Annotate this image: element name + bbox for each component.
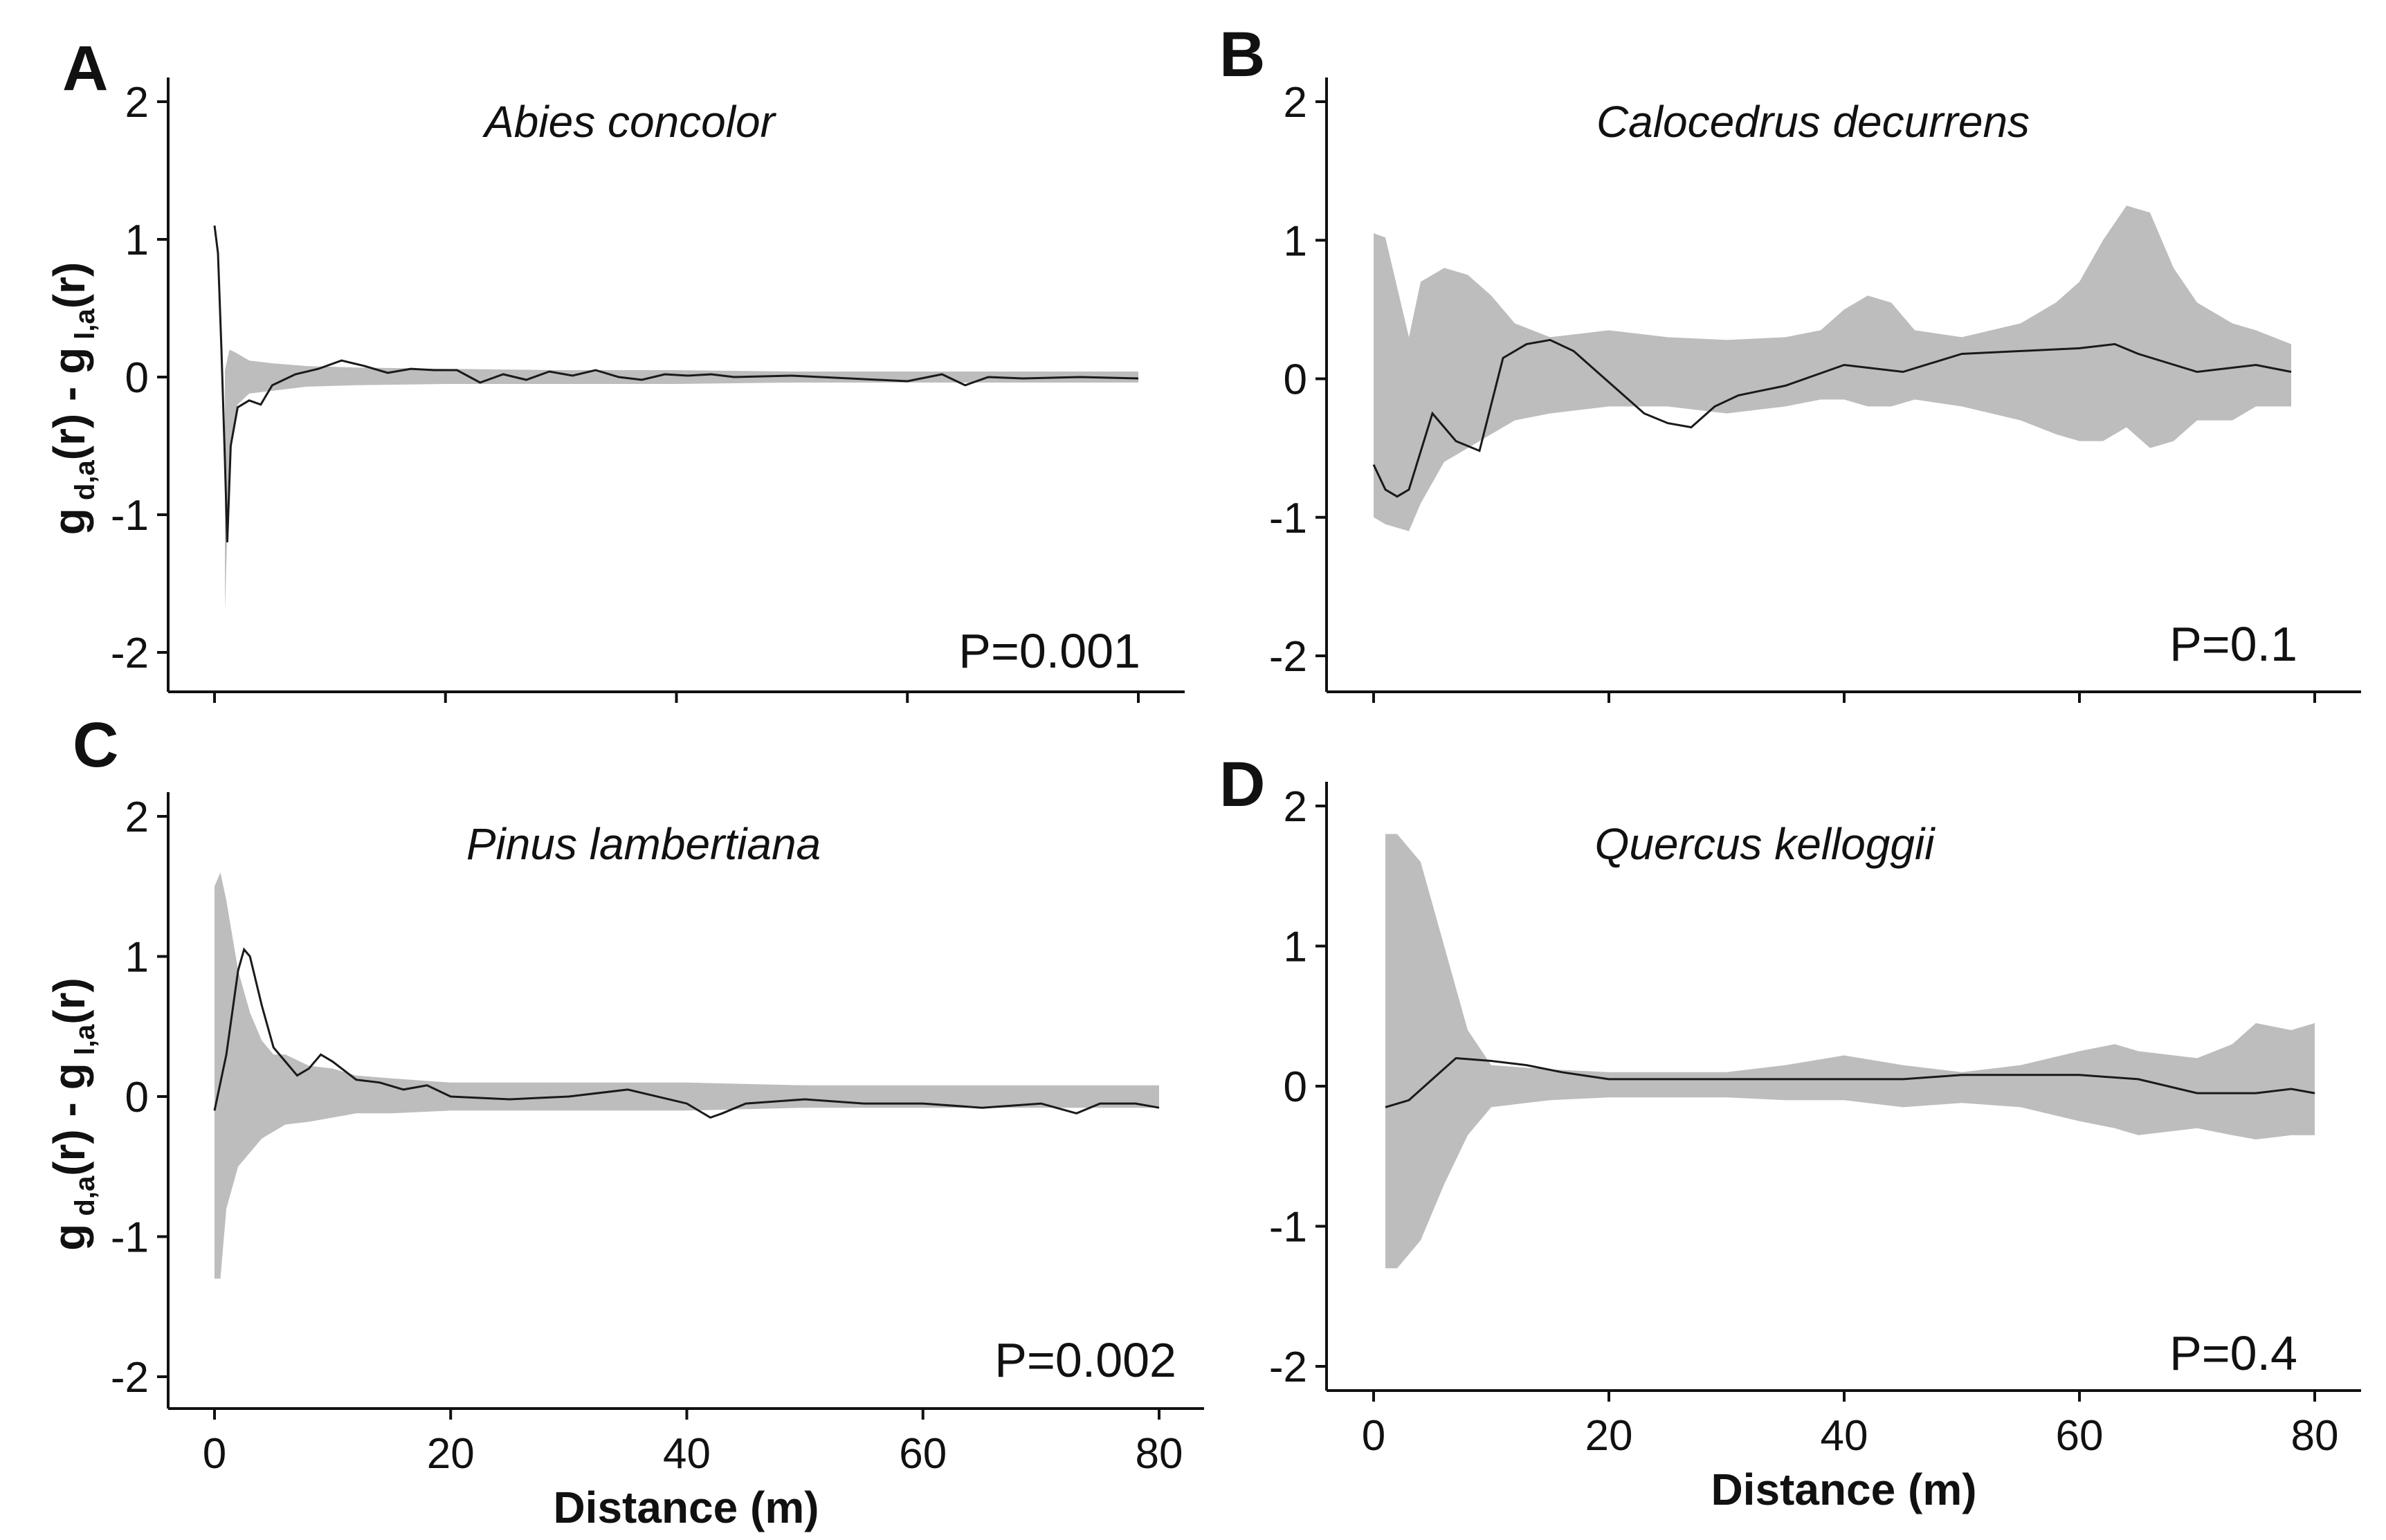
y-tick-label: 1: [125, 217, 149, 264]
y-tick-label: 2: [125, 794, 149, 841]
y-tick-label: -2: [1269, 633, 1307, 681]
x-tick-label: 20: [1585, 1412, 1633, 1460]
envelope-band: [215, 872, 1159, 1279]
species-title: Quercus kelloggii: [1595, 819, 1936, 869]
p-value: P=0.1: [2169, 617, 2297, 671]
y-tick-label: 1: [1284, 217, 1307, 265]
species-title: Pinus lambertiana: [466, 819, 821, 869]
y-tick-label: -1: [1269, 1204, 1307, 1252]
y-tick-label: 0: [1284, 1063, 1307, 1111]
y-tick-label: 2: [125, 79, 149, 127]
panel-letter: A: [62, 33, 108, 104]
envelope-band: [1385, 834, 2315, 1269]
y-tick-label: 1: [125, 934, 149, 982]
panel-letter: B: [1219, 19, 1265, 90]
y-tick-label: -1: [111, 492, 149, 540]
x-tick-label: 40: [1821, 1412, 1868, 1460]
species-title: Abies concolor: [482, 97, 776, 147]
y-tick-label: 2: [1284, 79, 1307, 127]
y-tick-label: -2: [1269, 1344, 1307, 1391]
y-tick-label: -2: [111, 630, 149, 677]
envelope-band: [225, 349, 1138, 612]
panel-b: -2 -1 0 1 2B Calocedrus decurrens P=0.1: [1219, 19, 2361, 703]
p-value: P=0.4: [2169, 1326, 2297, 1380]
observed-line: [1385, 1056, 2315, 1108]
observed-line: [213, 225, 1139, 542]
p-value: P=0.001: [958, 624, 1140, 678]
x-axis-title: Distance (m): [1711, 1465, 1976, 1514]
x-tick-label: 40: [663, 1430, 711, 1478]
y-tick-label: 2: [1284, 783, 1307, 831]
y-axis-title: g d,a(r) - g l,a(r): [44, 262, 100, 535]
y-tick-label: -1: [111, 1214, 149, 1262]
x-tick-label: 80: [1136, 1430, 1183, 1478]
x-tick-label: 20: [427, 1430, 475, 1478]
y-tick-label: -2: [111, 1354, 149, 1402]
x-tick-label: 60: [2056, 1412, 2104, 1460]
p-value: P=0.002: [994, 1333, 1176, 1387]
x-tick-label: 60: [899, 1430, 947, 1478]
y-tick-label: 0: [125, 354, 149, 402]
x-tick-label: 0: [203, 1430, 226, 1478]
panel-letter: D: [1219, 749, 1265, 820]
x-tick-label: 0: [1362, 1412, 1385, 1460]
x-axis-title: Distance (m): [553, 1483, 819, 1532]
species-title: Calocedrus decurrens: [1596, 97, 2030, 147]
x-tick-label: 80: [2291, 1412, 2339, 1460]
y-tick-label: -1: [1269, 495, 1307, 542]
y-tick-label: 0: [1284, 356, 1307, 404]
panel-letter: C: [73, 710, 118, 780]
observed-line: [1372, 338, 2292, 498]
panel-a: -2 -1 0 1 2A Abies concolor P=0.001 g d,a(r) - …: [44, 33, 1185, 703]
y-tick-label: 0: [125, 1074, 149, 1121]
observed-line: [213, 947, 1160, 1119]
y-tick-label: 1: [1284, 924, 1307, 971]
y-axis-title: g d,a(r) - g l,a(r): [44, 978, 100, 1251]
